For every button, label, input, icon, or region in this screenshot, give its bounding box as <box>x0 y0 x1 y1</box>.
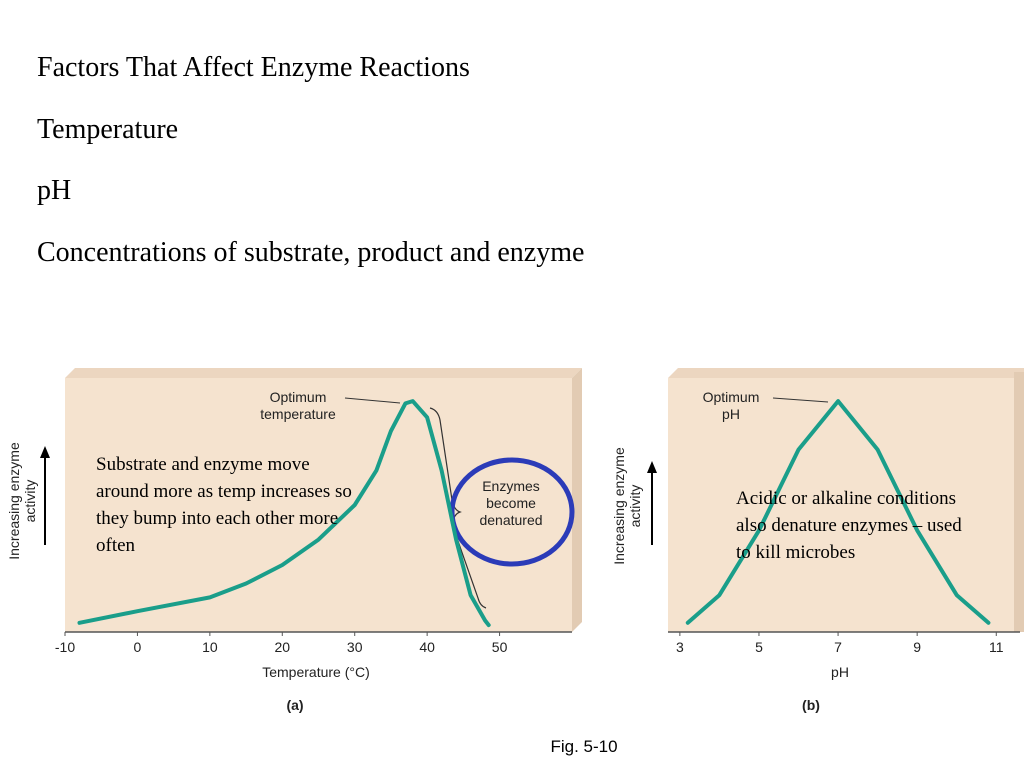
panel-bevel <box>1014 372 1024 632</box>
x-tick-label: 10 <box>202 639 218 655</box>
x-tick-label: 7 <box>834 639 842 655</box>
y-axis-label: Increasing enzyme activity <box>6 442 38 560</box>
annotation: Optimum pH <box>702 389 760 422</box>
curve <box>685 399 991 625</box>
panel-bevel <box>65 368 582 378</box>
panel-label: (a) <box>286 697 303 713</box>
x-tick-label: 3 <box>676 639 684 655</box>
leader-line <box>344 397 401 404</box>
slide-line: Concentrations of substrate, product and… <box>37 237 585 268</box>
annotation: Enzymes become denatured <box>479 478 543 528</box>
curve <box>77 399 491 628</box>
x-tick-label: 30 <box>347 639 363 655</box>
leader-line <box>772 397 829 403</box>
x-tick-label: 40 <box>419 639 435 655</box>
x-axis-label: pH <box>831 664 849 680</box>
x-tick-label: 50 <box>492 639 508 655</box>
annotation: Optimum temperature <box>260 389 336 422</box>
x-tick-label: 0 <box>134 639 142 655</box>
brace <box>429 407 487 609</box>
slide-line: Factors That Affect Enzyme Reactions <box>37 52 470 83</box>
x-tick-label: -10 <box>55 639 75 655</box>
panel <box>668 378 1020 632</box>
y-axis-label: Increasing enzyme activity <box>611 447 643 565</box>
slide-line: pH <box>37 175 72 206</box>
panel-label: (b) <box>802 697 820 713</box>
panel-bevel <box>668 368 1024 378</box>
caption: Fig. 5-10 <box>550 737 618 756</box>
x-tick-label: 9 <box>913 639 921 655</box>
panel-bevel <box>572 368 582 632</box>
x-tick-label: 5 <box>755 639 763 655</box>
panel <box>65 378 572 632</box>
note: Acidic or alkaline conditions also denat… <box>736 488 962 563</box>
y-arrow-head <box>647 461 657 473</box>
x-axis-label: Temperature (°C) <box>262 664 370 680</box>
note: Substrate and enzyme move around more as… <box>96 454 352 556</box>
slide-line: Temperature <box>37 114 179 145</box>
x-tick-label: 11 <box>989 639 1004 655</box>
y-arrow-head <box>40 446 50 458</box>
x-tick-label: 20 <box>274 639 290 655</box>
